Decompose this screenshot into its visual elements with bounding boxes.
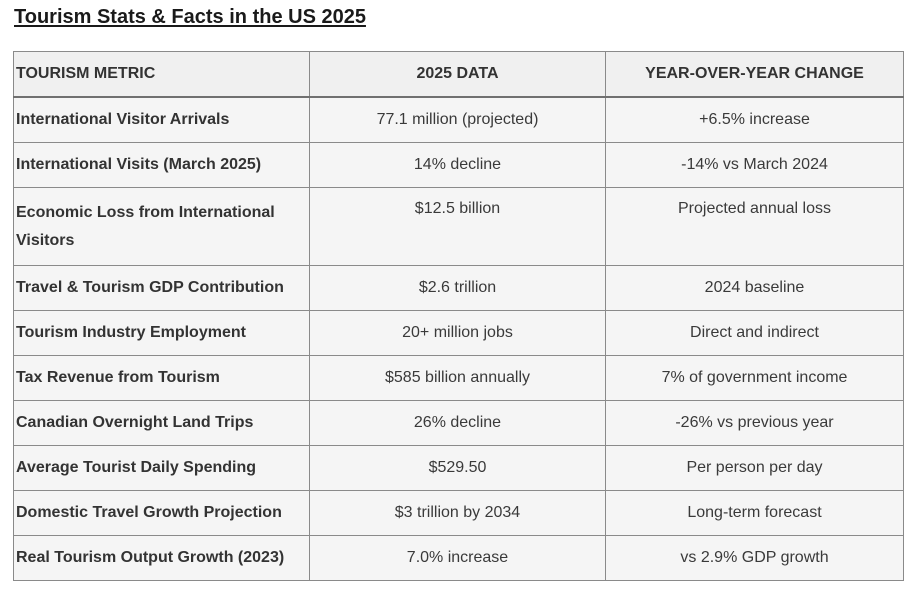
change-cell: Per person per day [605, 445, 904, 491]
change-cell: -14% vs March 2024 [605, 142, 904, 188]
table-row: International Visitor Arrivals 77.1 mill… [13, 96, 904, 143]
data-cell: 26% decline [309, 400, 606, 446]
data-cell: 14% decline [309, 142, 606, 188]
data-cell: 20+ million jobs [309, 310, 606, 356]
table-row: Tourism Industry Employment 20+ million … [13, 310, 904, 356]
header-yoy-change: YEAR-OVER-YEAR CHANGE [605, 51, 904, 98]
table-body: International Visitor Arrivals 77.1 mill… [13, 96, 904, 581]
metric-cell: Tourism Industry Employment [13, 310, 310, 356]
change-cell: Long-term forecast [605, 490, 904, 536]
change-cell: Projected annual loss [605, 187, 904, 266]
data-cell: 77.1 million (projected) [309, 96, 606, 143]
metric-cell: Travel & Tourism GDP Contribution [13, 265, 310, 311]
data-cell: $585 billion annually [309, 355, 606, 401]
metric-cell: Canadian Overnight Land Trips [13, 400, 310, 446]
table-row: Travel & Tourism GDP Contribution $2.6 t… [13, 265, 904, 311]
table-header: TOURISM METRIC 2025 DATA YEAR-OVER-YEAR … [13, 51, 904, 98]
data-cell: $529.50 [309, 445, 606, 491]
table-row: Canadian Overnight Land Trips 26% declin… [13, 400, 904, 446]
metric-cell: Tax Revenue from Tourism [13, 355, 310, 401]
change-cell: -26% vs previous year [605, 400, 904, 446]
change-cell: 2024 baseline [605, 265, 904, 311]
table-row: Real Tourism Output Growth (2023) 7.0% i… [13, 535, 904, 581]
page-title: Tourism Stats & Facts in the US 2025 [14, 6, 366, 28]
data-cell: $12.5 billion [309, 187, 606, 266]
metric-cell: Average Tourist Daily Spending [13, 445, 310, 491]
header-2025-data: 2025 DATA [309, 51, 606, 98]
metric-cell: International Visits (March 2025) [13, 142, 310, 188]
table-row: Economic Loss from International Visitor… [13, 187, 904, 266]
change-cell: Direct and indirect [605, 310, 904, 356]
change-cell: vs 2.9% GDP growth [605, 535, 904, 581]
data-cell: $3 trillion by 2034 [309, 490, 606, 536]
table-row: Domestic Travel Growth Projection $3 tri… [13, 490, 904, 536]
data-cell: $2.6 trillion [309, 265, 606, 311]
tourism-stats-table: TOURISM METRIC 2025 DATA YEAR-OVER-YEAR … [13, 51, 904, 581]
change-cell: 7% of government income [605, 355, 904, 401]
table-row: Tax Revenue from Tourism $585 billion an… [13, 355, 904, 401]
metric-cell: Domestic Travel Growth Projection [13, 490, 310, 536]
header-tourism-metric: TOURISM METRIC [13, 51, 310, 98]
metric-cell: Real Tourism Output Growth (2023) [13, 535, 310, 581]
table-row: International Visits (March 2025) 14% de… [13, 142, 904, 188]
header-row: TOURISM METRIC 2025 DATA YEAR-OVER-YEAR … [13, 51, 904, 98]
metric-cell: Economic Loss from International Visitor… [13, 187, 310, 266]
table-row: Average Tourist Daily Spending $529.50 P… [13, 445, 904, 491]
data-cell: 7.0% increase [309, 535, 606, 581]
metric-cell: International Visitor Arrivals [13, 96, 310, 143]
change-cell: +6.5% increase [605, 96, 904, 143]
